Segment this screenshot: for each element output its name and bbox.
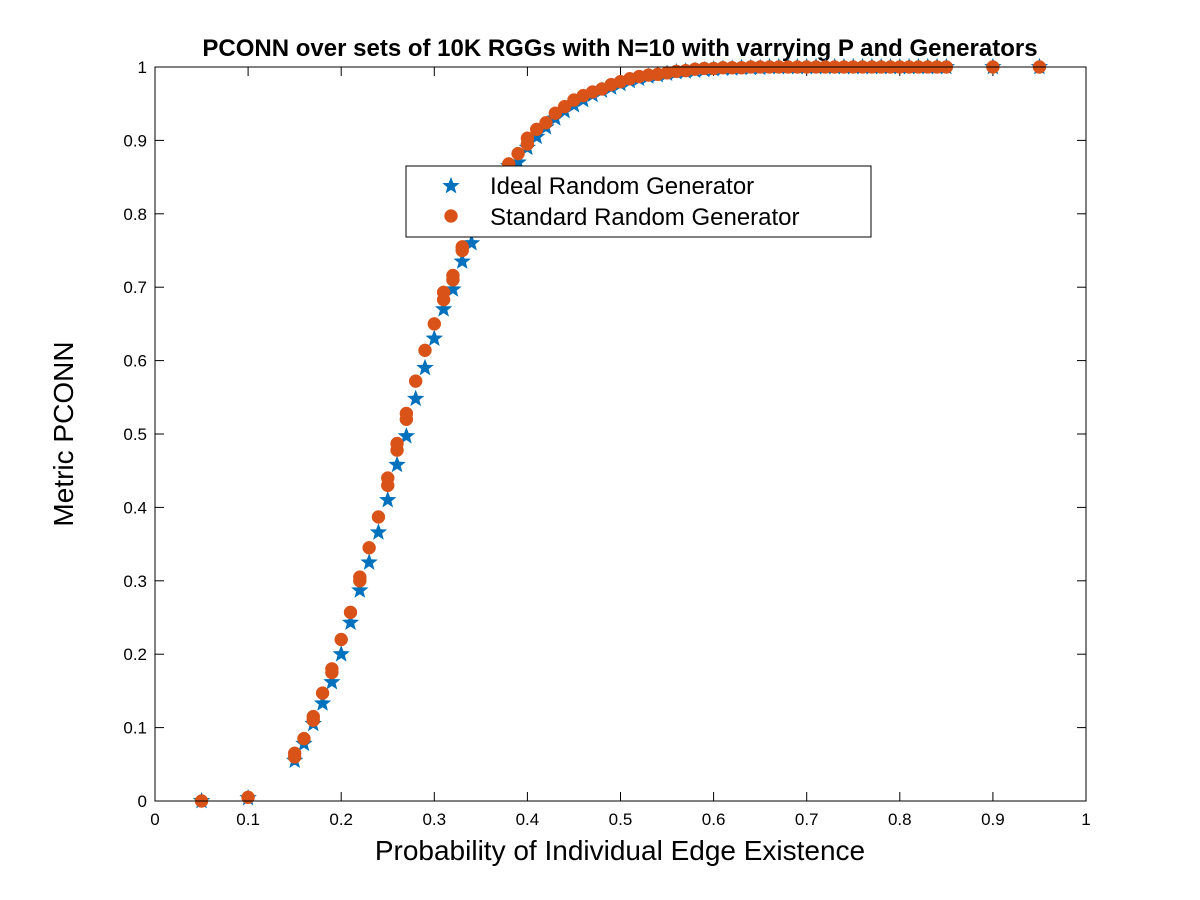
data-point-circle xyxy=(520,131,535,145)
data-point-circle xyxy=(241,790,255,805)
y-tick-label: 0.4 xyxy=(123,498,147,517)
data-point-circle xyxy=(557,99,572,114)
y-tick-label: 0.3 xyxy=(123,572,147,591)
data-point-circle xyxy=(408,374,423,388)
data-point-star xyxy=(351,581,369,598)
legend-label-standard: Standard Random Generator xyxy=(490,204,800,231)
data-point-circle xyxy=(287,746,302,761)
y-tick-label: 1 xyxy=(138,58,147,77)
x-tick-label: 1 xyxy=(1081,810,1090,829)
axis-tick-labels: 0 0.1 0.2 0.3 0.4 0.5 0.6 0.7 0.8 0.9 1 0 0.1 0.2 0.3 0… xyxy=(123,58,1090,829)
x-axis-label: Probability of Individual Edge Existence xyxy=(375,835,865,866)
data-point-circle xyxy=(390,436,404,451)
data-point-star xyxy=(360,553,378,570)
x-tick-label: 0.2 xyxy=(329,810,353,829)
x-tick-label: 0 xyxy=(150,810,159,829)
data-point-star xyxy=(416,358,434,376)
legend-circle-icon xyxy=(444,209,458,223)
data-point-star xyxy=(434,300,453,317)
data-point-star xyxy=(462,234,481,251)
y-tick-label: 0.8 xyxy=(123,205,147,224)
x-tick-label: 0.7 xyxy=(795,810,819,829)
data-point-circle xyxy=(353,570,367,584)
x-tick-label: 0.5 xyxy=(609,810,633,829)
y-tick-label: 0.1 xyxy=(123,719,147,738)
y-tick-label: 0.5 xyxy=(123,425,147,444)
data-point-star xyxy=(369,523,388,540)
x-tick-label: 0.4 xyxy=(516,810,540,829)
data-point-star xyxy=(341,613,360,631)
data-point-star xyxy=(379,490,397,508)
data-point-circle xyxy=(511,146,525,161)
x-tick-label: 0.8 xyxy=(888,810,912,829)
data-point-circle xyxy=(371,510,386,524)
data-point-circle xyxy=(362,541,376,555)
legend-marker-standard-circle xyxy=(444,209,458,223)
data-point-circle xyxy=(297,731,311,746)
x-tick-label: 0.1 xyxy=(236,810,260,829)
legend-label-ideal: Ideal Random Generator xyxy=(490,173,754,200)
data-point-circle xyxy=(325,662,339,676)
data-point-star xyxy=(332,645,350,662)
data-point-circle xyxy=(455,240,469,254)
data-point-star xyxy=(425,329,443,346)
data-point-circle xyxy=(436,285,451,300)
data-point-circle xyxy=(334,632,348,647)
data-point-star xyxy=(388,455,406,473)
data-point-circle xyxy=(418,343,432,358)
data-point-circle xyxy=(315,686,330,700)
axis-ticks xyxy=(154,66,1087,802)
data-point-star xyxy=(397,427,416,444)
x-tick-label: 0.3 xyxy=(422,810,446,829)
data-point-star xyxy=(406,389,425,407)
y-tick-label: 0.6 xyxy=(123,352,147,371)
data-point-circle xyxy=(381,471,395,485)
y-axis-label: Metric PCONN xyxy=(48,341,79,526)
legend-marker-ideal-star xyxy=(442,176,460,194)
data-point-circle xyxy=(548,106,563,120)
data-point-circle xyxy=(399,406,414,421)
y-tick-label: 0.7 xyxy=(123,278,147,297)
data-point-circle xyxy=(539,116,553,130)
legend: Ideal Random Generator Standard Random G… xyxy=(405,165,872,238)
data-point-circle xyxy=(306,709,321,724)
data-point-circle xyxy=(529,122,544,137)
data-point-circle xyxy=(343,605,358,620)
x-tick-label: 0.9 xyxy=(981,810,1005,829)
data-point-circle xyxy=(427,317,442,331)
y-tick-label: 0.9 xyxy=(123,131,147,150)
data-point-circle xyxy=(446,268,460,283)
data-point-star xyxy=(453,252,471,269)
y-tick-label: 0.2 xyxy=(123,645,147,664)
chart-title: PCONN over sets of 10K RGGs with N=10 wi… xyxy=(202,35,1037,62)
x-tick-label: 0.6 xyxy=(702,810,726,829)
data-point-star xyxy=(323,672,341,690)
y-tick-label: 0 xyxy=(138,792,147,811)
plot-frame xyxy=(154,66,1087,802)
data-point-star xyxy=(313,694,332,711)
legend-box xyxy=(405,165,872,238)
legend-star-icon xyxy=(442,176,460,194)
